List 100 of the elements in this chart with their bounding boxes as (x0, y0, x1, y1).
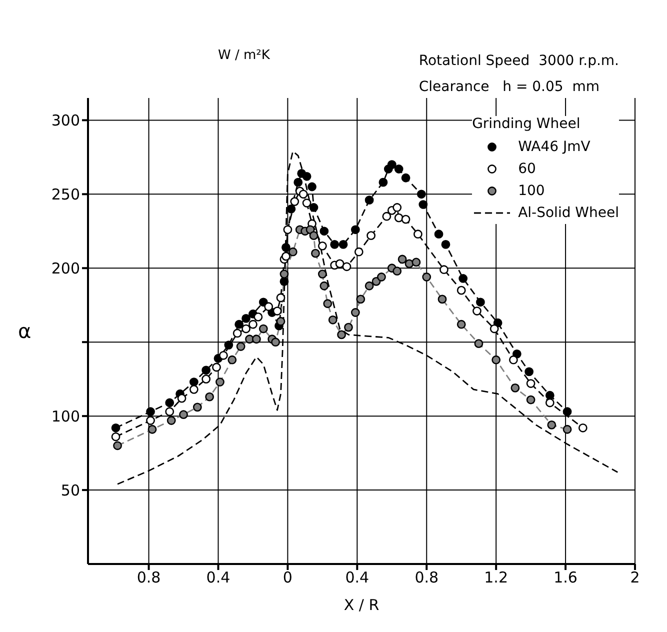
point (309, 203, 318, 212)
point (472, 306, 482, 316)
point (524, 367, 534, 376)
point (474, 339, 484, 348)
point (394, 213, 404, 222)
point (392, 203, 402, 212)
point (392, 266, 402, 276)
point (547, 420, 556, 430)
legend-label: 100 (518, 183, 545, 199)
point (288, 247, 298, 256)
x-tick-label: 0.4 (206, 568, 230, 587)
point (401, 173, 410, 182)
x-tick-label: 2 (630, 568, 640, 587)
point (320, 281, 329, 290)
point (242, 324, 250, 334)
point (508, 355, 518, 364)
point (401, 214, 410, 224)
point (337, 330, 346, 340)
point (179, 410, 188, 420)
point (418, 200, 428, 209)
point (294, 178, 303, 187)
point (476, 298, 485, 307)
point (212, 362, 221, 372)
point (335, 259, 344, 268)
point (286, 204, 296, 214)
point (378, 178, 388, 187)
point (192, 402, 202, 412)
point (309, 231, 318, 240)
text: W / m²K (218, 48, 270, 63)
point (219, 350, 228, 360)
point (545, 390, 554, 400)
point (526, 395, 536, 404)
x-tick-label: 0.4 (345, 568, 370, 587)
x-tick-label: 1.6 (554, 568, 578, 587)
point (350, 308, 360, 317)
point (318, 270, 327, 278)
point (394, 164, 404, 174)
point (308, 182, 316, 192)
point (364, 281, 374, 290)
point (111, 432, 120, 442)
x-tick-label: 0.8 (136, 568, 161, 587)
y-tick-label: 50 (60, 481, 80, 500)
point (148, 424, 157, 434)
point (562, 407, 572, 416)
point (318, 241, 327, 250)
text: Rotationl Speed 3000 r.p.m. (418, 52, 619, 71)
point (283, 225, 292, 234)
point (416, 190, 426, 199)
point (166, 416, 176, 425)
point (456, 286, 466, 295)
point (189, 378, 198, 386)
point (342, 262, 352, 272)
point (382, 212, 392, 221)
y-axis-title: α (18, 319, 32, 344)
point (236, 342, 246, 351)
point (456, 320, 466, 329)
point (202, 374, 211, 384)
point (276, 293, 286, 302)
point (364, 196, 374, 205)
point (320, 226, 329, 236)
point (276, 316, 286, 326)
point (165, 398, 174, 408)
point (146, 407, 155, 416)
point (413, 230, 422, 239)
point (189, 384, 198, 394)
point (202, 366, 211, 375)
y-tick-label: 300 (51, 112, 80, 130)
point (438, 294, 447, 304)
point (282, 252, 290, 261)
point (271, 338, 280, 347)
point (290, 197, 300, 206)
point (280, 276, 289, 286)
point (526, 379, 536, 388)
point (492, 355, 501, 364)
point (111, 423, 120, 432)
point (412, 258, 421, 267)
x-tick-label: 0 (282, 568, 292, 587)
point (280, 270, 289, 278)
x-axis-title: X / R (344, 596, 380, 614)
legend-label: 60 (518, 161, 536, 177)
point (232, 328, 242, 338)
x-tick-label: 0.8 (414, 568, 439, 587)
point (545, 398, 554, 408)
legend-title: Grinding Wheel (472, 116, 582, 132)
point (440, 265, 448, 274)
point (562, 424, 572, 434)
point (113, 441, 122, 450)
point (302, 198, 312, 208)
point (248, 320, 258, 329)
point (242, 314, 250, 323)
legend-label: Al-Solid Wheel (518, 205, 619, 221)
point (387, 160, 396, 170)
point (272, 306, 282, 316)
point (434, 230, 444, 239)
point (323, 299, 332, 308)
point (311, 248, 320, 258)
point (398, 254, 407, 264)
x-tick-label: 1.2 (484, 568, 508, 587)
legend-label: WA46 JmV (518, 139, 590, 155)
point (510, 384, 520, 392)
